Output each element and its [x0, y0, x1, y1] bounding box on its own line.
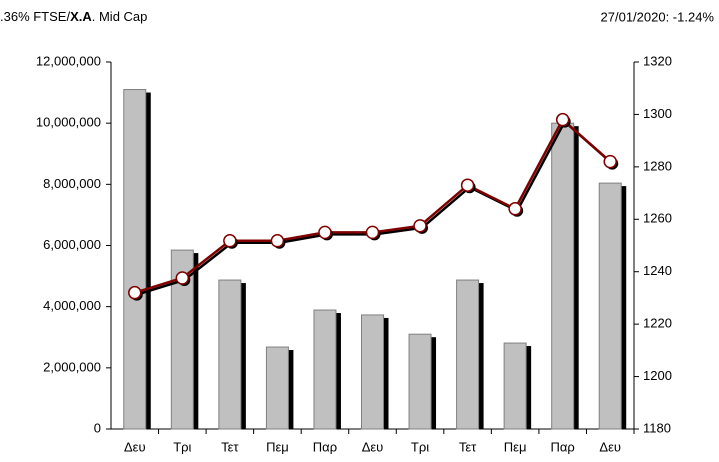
y-tick-label: 4,000,000 [43, 298, 101, 313]
chart-title: .36% FTSE/Χ.Α. Mid Cap [0, 9, 147, 24]
y2-tick-label: 1180 [643, 420, 671, 435]
bar [503, 342, 527, 430]
y2-tick-label: 1320 [643, 53, 672, 68]
bar [170, 249, 194, 430]
marker [460, 178, 475, 192]
y2-tick-label: 1200 [643, 368, 672, 383]
title-part: .36% FTSE/ [0, 9, 70, 24]
line-shadow [136, 119, 614, 296]
x-tick-label: Δευ [362, 439, 384, 454]
bar [551, 122, 575, 430]
y-tick-label: 6,000,000 [43, 237, 101, 252]
y-tick-label: 0 [94, 420, 101, 435]
y-tick-label: 12,000,000 [36, 53, 101, 68]
y2-tick-label: 1260 [643, 211, 672, 226]
marker [223, 234, 237, 248]
x-tick-label: Τρι [173, 439, 191, 454]
title-part: Χ.Α [70, 9, 92, 24]
bar [598, 182, 622, 430]
chart-subtitle: 27/01/2020: -1.24% [601, 9, 715, 24]
marker [128, 285, 142, 300]
marker [365, 225, 380, 240]
bar [265, 346, 289, 430]
bar [313, 309, 337, 430]
y-tick-label: 10,000,000 [36, 115, 101, 130]
y-tick-label: 2,000,000 [43, 359, 101, 374]
marker [603, 154, 617, 169]
y-tick-label: 8,000,000 [43, 176, 101, 191]
x-tick-label: Δευ [124, 439, 146, 454]
y2-tick-label: 1240 [643, 263, 672, 278]
x-tick-label: Πεμ [266, 439, 289, 454]
y2-tick-label: 1300 [643, 106, 672, 121]
x-tick-label: Παρ [551, 439, 575, 454]
marker [318, 225, 332, 240]
marker [555, 112, 570, 127]
x-tick-label: Πεμ [504, 439, 527, 454]
title-part: . Mid Cap [92, 9, 148, 24]
bar [456, 279, 480, 430]
marker [270, 234, 285, 248]
x-tick-label: Τετ [221, 439, 239, 454]
bar [361, 314, 384, 430]
line [134, 117, 612, 294]
x-tick-label: Δευ [599, 439, 621, 454]
x-tick-label: Παρ [313, 439, 337, 454]
marker [175, 271, 190, 285]
bar [123, 89, 147, 430]
marker [508, 202, 522, 216]
x-tick-label: Τρι [411, 439, 429, 454]
bar [408, 333, 432, 430]
bar [218, 279, 242, 430]
y2-tick-label: 1220 [643, 316, 672, 331]
y2-tick-label: 1280 [643, 158, 672, 173]
marker [413, 219, 427, 233]
x-tick-label: Τετ [459, 439, 477, 454]
